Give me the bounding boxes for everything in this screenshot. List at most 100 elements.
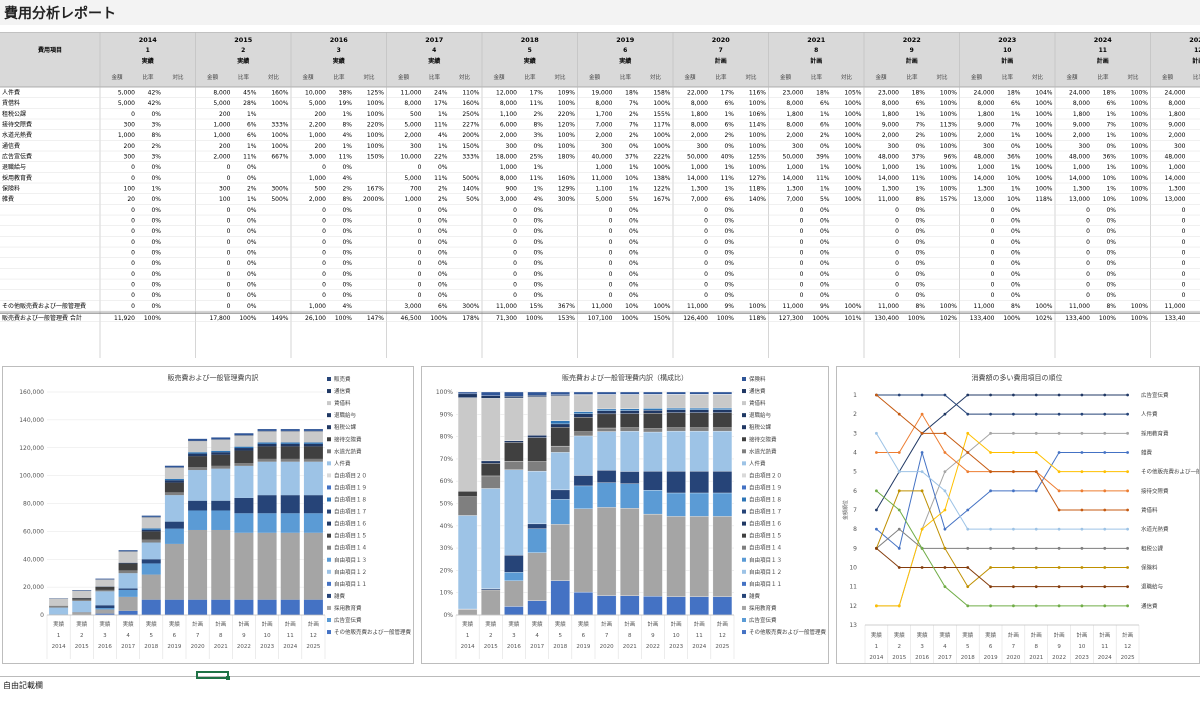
bar-segment: [72, 600, 92, 613]
table-cell: 0: [800, 250, 804, 257]
bar-segment: [95, 608, 115, 610]
total-cell: 100%: [717, 315, 734, 322]
table-cell: 0: [1086, 207, 1090, 214]
rank-point: [1057, 546, 1061, 550]
table-cell: 0: [1182, 218, 1186, 225]
free-entry-label: 自由記載欄: [3, 681, 43, 690]
series-end-label: 人件費: [1141, 410, 1158, 418]
series-end-label: 広告宣伝費: [1141, 391, 1169, 399]
table-cell: 1%: [1011, 164, 1021, 171]
rank-point: [989, 451, 992, 454]
rank-point: [1057, 566, 1061, 569]
table-header-bg: [0, 32, 1200, 87]
rank-point: [897, 470, 901, 474]
table-cell: 3,000: [500, 196, 517, 203]
bar-segment: [712, 492, 733, 517]
header-period-no: 9: [910, 47, 914, 54]
table-cell: 100%: [1131, 111, 1148, 118]
table-cell: 100%: [1035, 154, 1052, 161]
table-cell: 0: [895, 292, 899, 299]
bar-segment: [457, 496, 478, 516]
table-cell: 0%: [151, 282, 161, 289]
bar-segment: [596, 595, 617, 616]
selected-cell[interactable]: [196, 671, 230, 680]
bar-segment: [620, 391, 640, 395]
table-cell: 1,000: [595, 164, 612, 171]
x-category-year: 2018: [553, 644, 567, 650]
table-cell: 0: [991, 282, 995, 289]
table-cell: 0%: [1011, 250, 1021, 257]
table-cell: 100%: [367, 143, 384, 150]
table-cell: 1%: [1106, 132, 1116, 139]
bar-segment: [257, 446, 277, 459]
bar-segment: [573, 411, 594, 414]
rank-point: [1080, 470, 1084, 474]
table-cell: 36%: [1007, 154, 1021, 161]
table-cell: 24,000: [974, 90, 995, 97]
header-type: 実績: [524, 57, 536, 65]
bar-segment: [689, 394, 709, 409]
total-cell: 100%: [621, 315, 638, 322]
rank-point: [1126, 451, 1129, 454]
bar-segment: [141, 599, 161, 615]
y-tick-label: 10: [849, 565, 857, 572]
table-cell: 8%: [1106, 303, 1116, 310]
rank-point: [1080, 566, 1084, 569]
bar-segment: [504, 469, 524, 556]
table-cell: 0: [1086, 260, 1090, 267]
legend-swatch: [742, 425, 746, 430]
table-cell: 39%: [816, 154, 830, 161]
table-cell: 100%: [940, 100, 957, 107]
x-category-type: 実績: [53, 620, 65, 628]
table-cell: 1,000: [213, 122, 230, 129]
rank-point: [897, 508, 901, 512]
table-cell: 100%: [940, 186, 957, 193]
chart-panel-rank[interactable]: 消費額の多い費用項目の順位 1 2 3 4 5 6 7 8 9 10 11 12 13 金額順位 実績 1 201…: [836, 366, 1200, 665]
header-year: 2024: [1094, 36, 1113, 44]
chart-panel-amount[interactable]: 販売費および一般管理費内訳 0 20,000 40,000 60,000 80,000 10…: [2, 366, 414, 664]
header-sub: 対比: [363, 73, 375, 81]
y-tick-label: 30%: [440, 545, 454, 552]
table-cell: 100%: [844, 186, 861, 193]
table-cell: 0%: [724, 260, 734, 267]
table-cell: 1,000: [309, 175, 326, 182]
table-cell: 11,000: [687, 303, 708, 310]
legend-swatch: [327, 437, 331, 442]
table-cell: 0: [322, 207, 326, 214]
table-cell: 0%: [820, 143, 830, 150]
table-cell: 1%: [1011, 111, 1021, 118]
rank-point: [1126, 431, 1129, 435]
chart-rank-lines: 消費額の多い費用項目の順位12345678910111213金額順位実績1201…: [842, 373, 1200, 665]
table-cell: 0%: [629, 228, 639, 235]
table-cell: 0: [131, 292, 135, 299]
fill-handle[interactable]: [226, 676, 230, 680]
rank-point: [989, 431, 992, 435]
rank-point: [1012, 451, 1015, 454]
bar-segment: [527, 461, 547, 472]
row-label: 採用教育費: [2, 174, 32, 182]
legend-swatch: [742, 581, 746, 586]
table-cell: 100%: [653, 164, 670, 171]
table-cell: 1%: [1011, 132, 1021, 139]
bar-segment: [234, 465, 254, 498]
free-entry-area[interactable]: 自由記載欄: [0, 676, 1200, 705]
table-cell: 11%: [434, 175, 448, 182]
table-cell: 0%: [820, 292, 830, 299]
table-cell: 118%: [749, 186, 766, 193]
bar-segment: [95, 578, 115, 580]
rank-point: [1126, 585, 1129, 589]
bar-segment: [164, 480, 184, 483]
table-cell: 0%: [915, 218, 925, 225]
rank-point: [1057, 527, 1061, 531]
legend-label: 人件費: [749, 459, 766, 467]
table-cell: 2,000: [500, 132, 517, 139]
chart-panel-ratio[interactable]: 販売費および一般管理費内訳（構成比） 0% 10% 20% 30% 40% 50% 60% 70…: [421, 366, 829, 664]
rank-point: [875, 527, 878, 531]
header-period-no: 7: [719, 47, 723, 54]
table-cell: 2,000: [882, 132, 899, 139]
rank-point: [943, 546, 947, 550]
bar-segment: [527, 391, 547, 396]
table-cell: 0%: [247, 239, 257, 246]
bar-segment: [504, 461, 524, 470]
table-cell: 0: [991, 228, 995, 235]
